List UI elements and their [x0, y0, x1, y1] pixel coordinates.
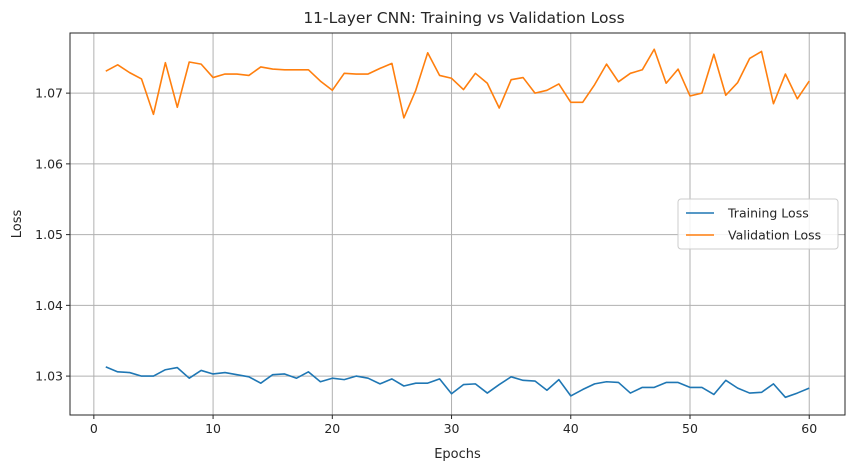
x-tick-label: 30	[444, 421, 460, 436]
x-tick-label: 60	[801, 421, 817, 436]
x-tick-label: 50	[682, 421, 698, 436]
y-tick-label: 1.07	[35, 86, 63, 101]
y-tick-label: 1.05	[35, 227, 63, 242]
x-tick-label: 40	[563, 421, 579, 436]
plot-frame	[69, 32, 846, 416]
axis-ticks: 0 10 20 30 40 50 60 1.03 1.04 1.05 1.06 1.07	[35, 86, 817, 436]
training-loss-line	[105, 366, 810, 399]
validation-loss-legend-label: Validation Loss	[728, 228, 821, 243]
x-tick-label: 10	[205, 421, 221, 436]
x-tick-label: 20	[324, 421, 340, 436]
training-loss-legend-label: Training Loss	[727, 206, 809, 221]
y-tick-label: 1.06	[35, 156, 63, 171]
chart-title: 11-Layer CNN: Training vs Validation Los…	[303, 9, 624, 27]
legend: Training Loss Validation Loss	[677, 198, 839, 250]
x-tick-label: 0	[90, 421, 98, 436]
x-axis-title: Epochs	[434, 447, 481, 462]
legend-box	[677, 198, 839, 250]
y-axis-title: Loss	[10, 210, 25, 239]
series-lines	[105, 48, 810, 399]
validation-loss-line	[105, 48, 810, 119]
y-tick-label: 1.03	[35, 369, 63, 384]
y-tick-label: 1.04	[35, 298, 63, 313]
